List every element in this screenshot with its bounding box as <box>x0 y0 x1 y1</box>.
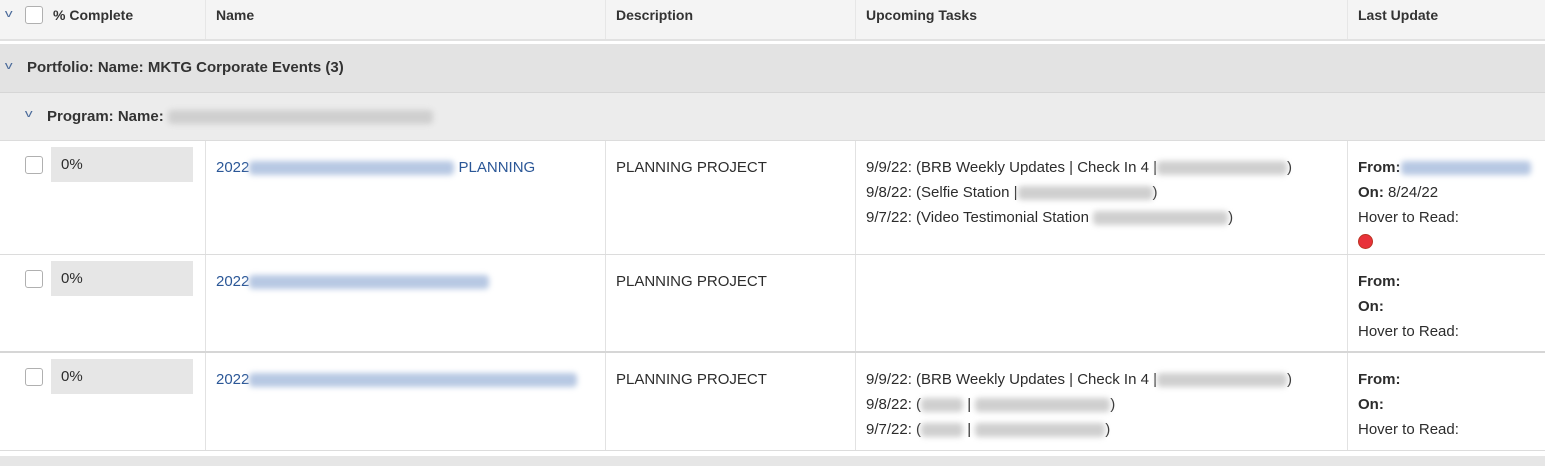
collapse-all-chevron-icon[interactable]: v <box>4 8 13 20</box>
project-name-link[interactable]: 2022 <box>216 371 578 388</box>
task-item[interactable]: 9/9/22: (BRB Weekly Updates | Check In 4… <box>866 159 1292 176</box>
column-header-name[interactable]: Name <box>205 0 605 39</box>
column-header-last-update[interactable]: Last Update <box>1347 0 1545 39</box>
column-header-upcoming-tasks[interactable]: Upcoming Tasks <box>855 0 1347 39</box>
percent-complete: 0% <box>51 359 193 394</box>
description: PLANNING PROJECT <box>605 353 855 450</box>
status-red-dot-icon <box>1358 234 1373 249</box>
percent-complete: 0% <box>51 147 193 182</box>
program-group-row[interactable]: v Program: Name: <box>0 93 1545 141</box>
table-header: v % Complete Name Description Upcoming T… <box>0 0 1545 41</box>
percent-complete: 0% <box>51 261 193 296</box>
table-footer <box>0 456 1545 466</box>
task-item[interactable]: 9/9/22: (BRB Weekly Updates | Check In 4… <box>866 371 1292 388</box>
chevron-down-icon[interactable]: v <box>24 108 33 120</box>
column-header-percent-complete[interactable]: % Complete <box>53 7 134 23</box>
row-checkbox[interactable] <box>25 270 43 288</box>
task-item[interactable]: 9/7/22: (Video Testimonial Station ) <box>866 209 1234 226</box>
table-row: 0% 2022 PLANNING PLANNING PROJECT 9/9/22… <box>0 141 1545 255</box>
hover-to-read[interactable]: Hover to Read: <box>1358 421 1459 438</box>
hover-to-read[interactable]: Hover to Read: <box>1358 209 1459 226</box>
portfolio-group-label: Portfolio: Name: MKTG Corporate Events (… <box>27 59 344 76</box>
hover-to-read[interactable]: Hover to Read: <box>1358 323 1459 340</box>
column-header-description[interactable]: Description <box>605 0 855 39</box>
chevron-down-icon[interactable]: v <box>4 60 13 72</box>
task-item[interactable]: 9/8/22: (Selfie Station |) <box>866 184 1158 201</box>
redacted-text <box>167 110 433 125</box>
table-row: 0% 2022 PLANNING PROJECT From: On: Hover… <box>0 255 1545 353</box>
row-checkbox[interactable] <box>25 368 43 386</box>
last-update: From: On: Hover to Read: <box>1347 255 1545 351</box>
row-checkbox[interactable] <box>25 156 43 174</box>
table-row: 0% 2022 PLANNING PROJECT 9/9/22: (BRB We… <box>0 353 1545 451</box>
select-all-checkbox[interactable] <box>25 6 43 24</box>
upcoming-tasks <box>855 255 1347 351</box>
project-name-link[interactable]: 2022 PLANNING <box>216 159 536 176</box>
upcoming-tasks: 9/9/22: (BRB Weekly Updates | Check In 4… <box>855 141 1347 254</box>
program-group-label: Program: Name: <box>47 108 433 125</box>
portfolio-group-row[interactable]: v Portfolio: Name: MKTG Corporate Events… <box>0 44 1545 93</box>
task-item[interactable]: 9/8/22: ( | ) <box>866 396 1116 413</box>
last-update: From: On: 8/24/22 Hover to Read: <box>1347 141 1545 254</box>
project-name-link[interactable]: 2022 <box>216 273 490 290</box>
description: PLANNING PROJECT <box>605 141 855 254</box>
task-item[interactable]: 9/7/22: ( | ) <box>866 421 1111 438</box>
description: PLANNING PROJECT <box>605 255 855 351</box>
upcoming-tasks: 9/9/22: (BRB Weekly Updates | Check In 4… <box>855 353 1347 450</box>
last-update: From: On: Hover to Read: <box>1347 353 1545 450</box>
